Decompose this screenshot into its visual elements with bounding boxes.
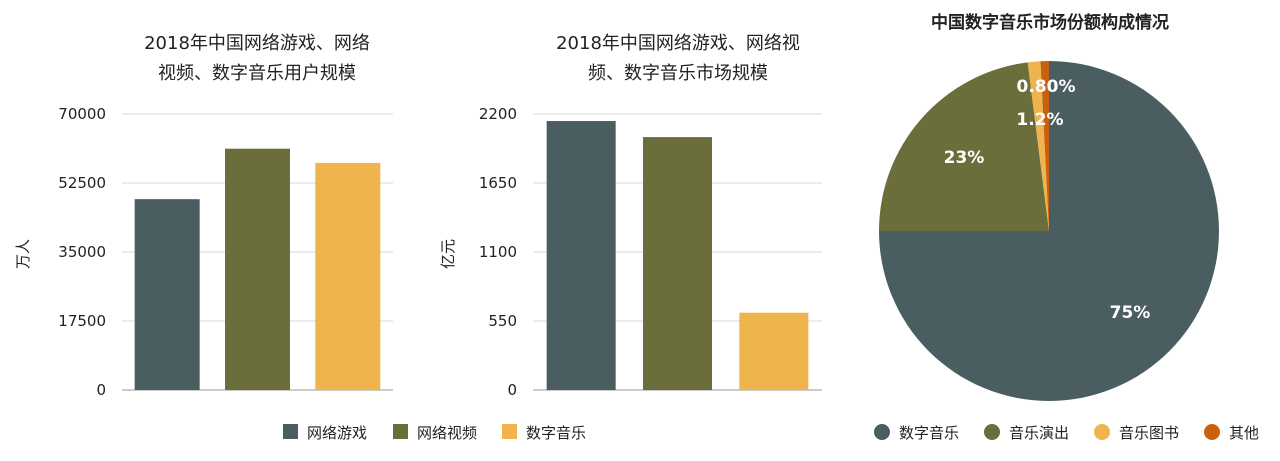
- y-tick-label: 0: [507, 381, 517, 399]
- bar-legend: 网络游戏 网络视频 数字音乐: [283, 424, 586, 442]
- bar-网络视频: [643, 137, 712, 390]
- legend-label: 音乐图书: [1119, 424, 1179, 442]
- pie-slice-label: 23%: [944, 148, 985, 168]
- legend-swatch: [393, 424, 408, 439]
- legend-label: 网络游戏: [307, 424, 367, 442]
- bar-数字音乐: [315, 162, 381, 390]
- chart-title-line: 2018年中国网络游戏、网络: [144, 33, 370, 54]
- pie-slice-音乐演出: [879, 62, 1049, 231]
- legend-marker: [1204, 424, 1220, 440]
- y-tick-label: 35000: [58, 243, 106, 261]
- legend-label: 其他: [1229, 424, 1259, 442]
- y-tick-label: 70000: [58, 105, 106, 123]
- legend-marker: [874, 424, 890, 440]
- y-tick-label: 0: [96, 381, 106, 399]
- y-axis-label: 万人: [14, 239, 32, 269]
- pie-slice-label: 0.80%: [1017, 77, 1076, 97]
- pie-slice-其他: [1040, 61, 1049, 231]
- y-tick-label: 1650: [479, 174, 517, 192]
- legend-swatch: [283, 424, 298, 439]
- y-tick-label: 17500: [58, 312, 106, 330]
- pie-slice-label: 75%: [1110, 303, 1151, 323]
- legend-swatch: [502, 424, 517, 439]
- legend-marker: [984, 424, 1000, 440]
- y-axis-label: 亿元: [439, 239, 457, 269]
- pie-slice-label: 1.2%: [1016, 110, 1063, 130]
- bar-数字音乐: [739, 312, 809, 390]
- bar-网络游戏: [546, 121, 616, 390]
- chart-title-line: 频、数字音乐市场规模: [588, 63, 768, 84]
- pie-title: 中国数字音乐市场份额构成情况: [931, 12, 1169, 33]
- bar-网络视频: [225, 148, 290, 390]
- y-tick-label: 52500: [58, 174, 106, 192]
- y-tick-label: 2200: [479, 105, 517, 123]
- pie-chart: 中国数字音乐市场份额构成情况 75% 23% 1.2% 0.80%: [879, 12, 1219, 401]
- bar-网络游戏: [134, 199, 200, 390]
- legend-label: 音乐演出: [1009, 424, 1069, 442]
- y-tick-label: 1100: [479, 243, 517, 261]
- chart-title-line: 视频、数字音乐用户规模: [158, 63, 356, 84]
- legend-label: 数字音乐: [526, 424, 586, 442]
- y-tick-label: 550: [488, 312, 517, 330]
- pie-slice-音乐图书: [1027, 61, 1049, 231]
- legend-label: 数字音乐: [899, 424, 959, 442]
- legend-marker: [1094, 424, 1110, 440]
- pie-legend: 数字音乐 音乐演出 音乐图书 其他: [874, 424, 1259, 442]
- chart-title-line: 2018年中国网络游戏、网络视: [556, 33, 800, 54]
- bar-chart-2: 2018年中国网络游戏、网络视频、数字音乐市场规模 0 550 1100 1650 220…: [439, 33, 822, 399]
- bar-chart-1: 2018年中国网络游戏、网络视频、数字音乐用户规模 0 17500 35000 5250…: [14, 33, 393, 399]
- legend-label: 网络视频: [417, 424, 477, 442]
